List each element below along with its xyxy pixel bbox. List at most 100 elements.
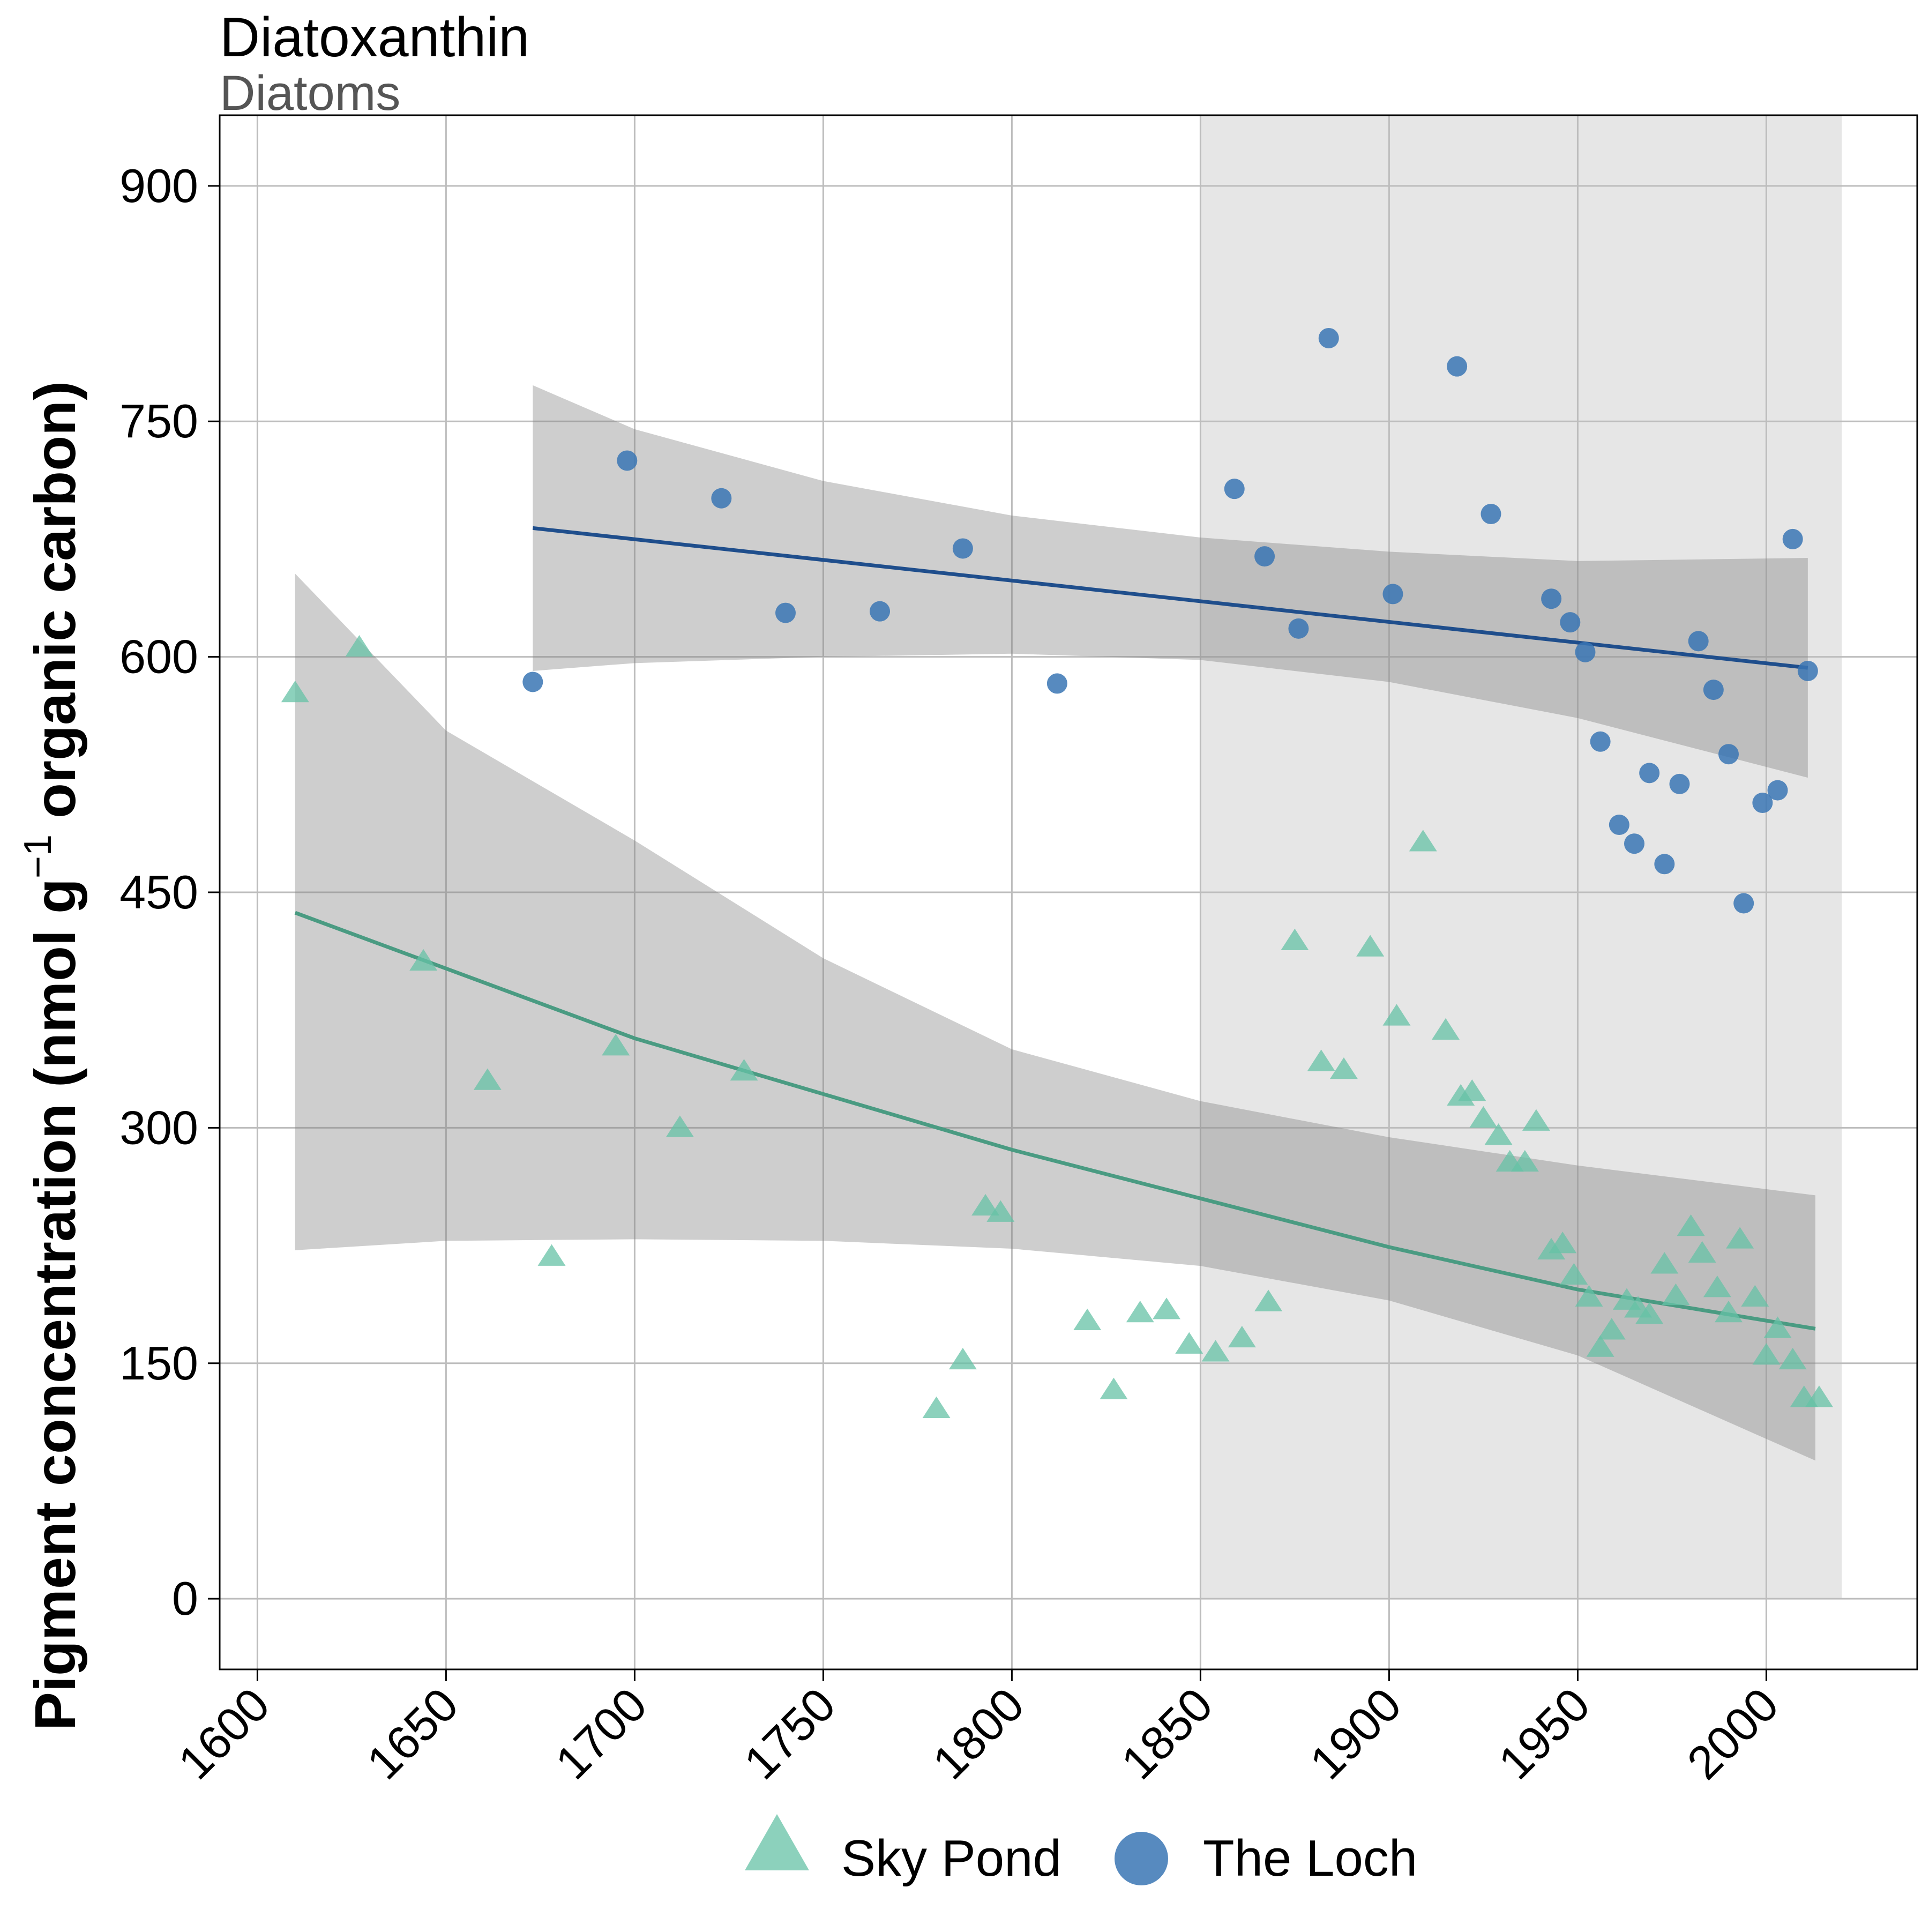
legend-label-the-loch: The Loch xyxy=(1203,1830,1417,1887)
data-point-triangle xyxy=(1752,1343,1781,1365)
data-point-circle xyxy=(1609,815,1629,836)
data-point-triangle xyxy=(1586,1335,1614,1357)
legend-triangle-icon xyxy=(745,1814,809,1870)
data-point-triangle xyxy=(971,1193,1000,1216)
data-point-circle xyxy=(1733,893,1754,914)
confidence-band-1 xyxy=(533,385,1808,778)
data-point-triangle xyxy=(1741,1285,1769,1307)
data-point-triangle xyxy=(1560,1263,1588,1285)
data-point-triangle xyxy=(1175,1332,1203,1354)
data-point-circle xyxy=(1669,773,1690,794)
data-point-triangle xyxy=(1228,1325,1256,1348)
data-point-triangle xyxy=(1662,1283,1690,1306)
data-point-triangle xyxy=(1688,1241,1716,1263)
x-tick-label: 1850 xyxy=(1111,1677,1222,1789)
x-tick-label: 1800 xyxy=(922,1677,1034,1789)
x-tick-label: 1650 xyxy=(356,1677,468,1789)
trend-line-0 xyxy=(294,911,1816,1331)
data-point-circle xyxy=(1288,618,1309,639)
data-point-circle xyxy=(1541,588,1562,609)
data-point-triangle xyxy=(537,1244,566,1266)
y-axis-label-tail: organic carbon) xyxy=(23,381,87,834)
y-tick-label: 600 xyxy=(119,630,198,683)
data-point-circle xyxy=(522,672,543,692)
y-axis-label-main: Pigment concentration (nmol g xyxy=(23,878,87,1730)
data-point-triangle xyxy=(1635,1302,1664,1324)
data-point-triangle xyxy=(409,949,438,971)
data-point-circle xyxy=(1481,504,1501,525)
data-point-circle xyxy=(1224,479,1245,499)
data-point-circle xyxy=(775,602,796,623)
x-tick-label: 2000 xyxy=(1677,1677,1788,1789)
x-tick-label: 1950 xyxy=(1488,1677,1599,1789)
data-point-triangle xyxy=(1073,1308,1102,1330)
data-point-circle xyxy=(1382,584,1403,605)
data-point-circle xyxy=(1797,660,1818,681)
data-point-triangle xyxy=(1126,1301,1154,1323)
data-point-circle xyxy=(1318,327,1339,348)
x-tick-label: 1600 xyxy=(168,1677,279,1789)
data-point-triangle xyxy=(1778,1347,1807,1370)
data-point-triangle xyxy=(602,1034,630,1056)
data-point-triangle xyxy=(473,1068,502,1090)
chart-title: Diatoxanthin xyxy=(220,6,529,69)
data-point-triangle xyxy=(1432,1018,1460,1040)
data-point-triangle xyxy=(1153,1297,1181,1319)
data-point-triangle xyxy=(1522,1109,1550,1131)
data-point-triangle xyxy=(281,680,309,703)
data-point-circle xyxy=(1782,528,1803,549)
data-point-triangle xyxy=(345,635,373,657)
data-point-triangle xyxy=(730,1058,758,1081)
data-point-triangle xyxy=(922,1396,951,1418)
y-axis-label-superscript: −1 xyxy=(17,834,59,878)
data-point-circle xyxy=(1624,833,1644,854)
data-point-triangle xyxy=(1805,1385,1833,1407)
data-point-circle xyxy=(1703,680,1724,700)
x-tick-label: 1700 xyxy=(545,1677,656,1789)
legend: Sky Pond The Loch xyxy=(745,1814,1417,1887)
data-point-circle xyxy=(617,450,638,471)
data-point-triangle xyxy=(986,1200,1015,1222)
data-point-circle xyxy=(1590,731,1611,752)
data-point-triangle xyxy=(1409,830,1437,852)
data-point-triangle xyxy=(1458,1079,1486,1101)
y-tick-label: 0 xyxy=(172,1572,198,1625)
data-point-circle xyxy=(952,538,973,559)
y-tick-label: 750 xyxy=(119,394,198,447)
data-point-triangle xyxy=(1549,1232,1577,1254)
data-point-triangle xyxy=(1469,1106,1498,1128)
data-point-circle xyxy=(1767,780,1788,801)
data-point-triangle xyxy=(1677,1214,1705,1236)
data-point-triangle xyxy=(1356,935,1385,957)
data-point-triangle xyxy=(1254,1289,1283,1311)
data-point-circle xyxy=(1575,641,1596,662)
data-point-circle xyxy=(1654,854,1675,875)
data-point-circle xyxy=(870,601,890,622)
legend-circle-icon xyxy=(1115,1832,1168,1885)
legend-label-sky-pond: Sky Pond xyxy=(841,1830,1061,1887)
data-point-circle xyxy=(1688,631,1709,652)
data-point-triangle xyxy=(1511,1150,1539,1172)
data-point-circle xyxy=(1560,612,1581,633)
y-tick-label: 150 xyxy=(119,1337,198,1390)
y-tick-label: 300 xyxy=(119,1101,198,1154)
y-axis-label: Pigment concentration (nmol g−1 organic … xyxy=(17,381,87,1730)
data-point-triangle xyxy=(1650,1252,1679,1274)
data-point-triangle xyxy=(1715,1301,1743,1323)
data-point-triangle xyxy=(1703,1275,1731,1297)
data-point-triangle xyxy=(1201,1340,1230,1362)
data-point-triangle xyxy=(1382,1004,1411,1026)
data-point-triangle xyxy=(666,1115,694,1137)
chart-subtitle: Diatoms xyxy=(220,66,400,121)
data-point-circle xyxy=(1447,356,1468,377)
confidence-band-0 xyxy=(295,573,1815,1461)
data-point-triangle xyxy=(948,1347,977,1370)
data-point-triangle xyxy=(1307,1049,1335,1071)
data-point-circle xyxy=(1752,793,1773,814)
data-point-circle xyxy=(711,488,732,509)
data-point-triangle xyxy=(1763,1316,1792,1338)
data-point-circle xyxy=(1718,744,1739,765)
data-point-circle xyxy=(1046,673,1067,694)
